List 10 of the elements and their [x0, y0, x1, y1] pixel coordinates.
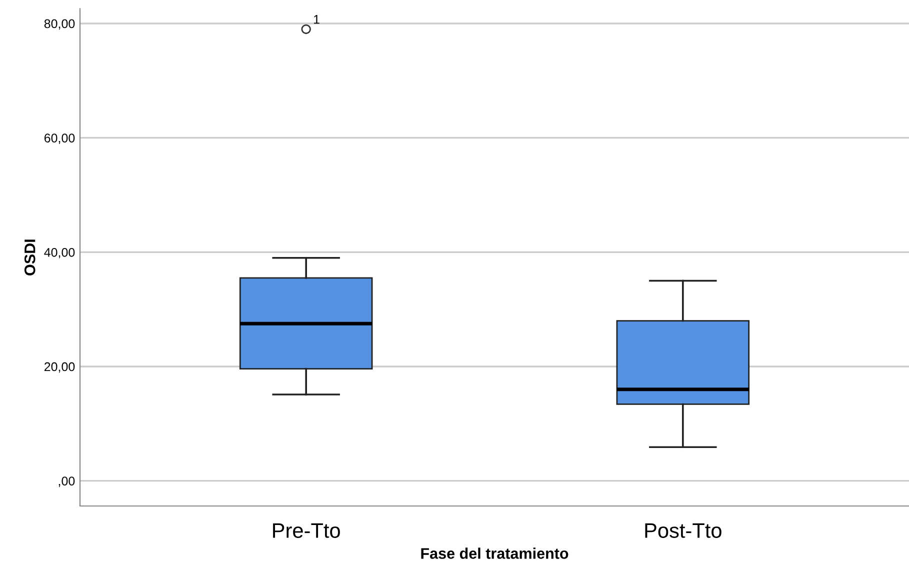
annotation: 1: [314, 15, 320, 24]
y-tick-label: 20,00: [44, 362, 75, 373]
x-tick-label: Pre-Tto: [273, 523, 340, 538]
y-tick-label: 40,00: [44, 248, 75, 258]
y-tick-label: ,00: [58, 476, 75, 487]
x-axis-title: Fase del tratamiento: [421, 548, 568, 559]
y-axis-title: OSDI: [24, 240, 36, 276]
x-tick-label: Post-Tto: [645, 523, 722, 538]
y-tick-label: 80,00: [44, 19, 75, 30]
y-tick-label: 60,00: [44, 134, 75, 144]
